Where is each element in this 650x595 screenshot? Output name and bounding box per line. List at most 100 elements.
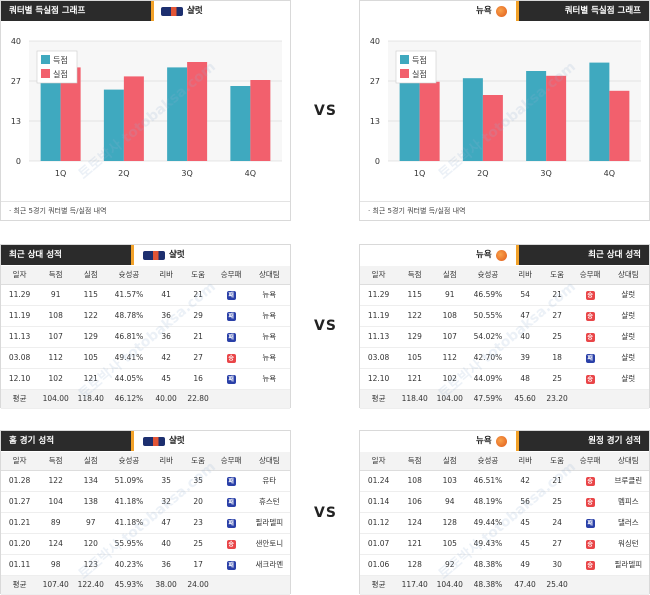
section-header: 원정 경기 성적 xyxy=(519,431,649,451)
column-header: 리바 xyxy=(508,452,542,471)
table-header-row: 일자 득점 실점 슛성공 리바 도움 승무패 상대팀 xyxy=(1,266,290,285)
section-header: 쿼터별 득실점 그래프 xyxy=(1,1,151,21)
table-cell: 41.18% xyxy=(108,512,150,534)
table-cell: 115 xyxy=(73,284,109,306)
table-row: 03.08 105 112 42.70% 39 18 패 샬럿 xyxy=(360,347,649,369)
hornets-logo-icon xyxy=(143,436,165,446)
result-badge: 승 xyxy=(585,476,595,486)
header-accent xyxy=(516,431,519,451)
stats-table: 일자 득점 실점 슛성공 리바 도움 승무패 상대팀 11.29 115 91 46.59% 54 21 승… xyxy=(360,266,649,409)
header-accent xyxy=(131,431,134,451)
result-badge: 패 xyxy=(226,560,236,570)
table-cell: 30 xyxy=(541,554,573,576)
average-cell: 38.00 xyxy=(149,575,183,595)
table-cell: 46.81% xyxy=(108,326,150,348)
table-cell: 01.12 xyxy=(360,512,398,534)
column-header: 도움 xyxy=(541,266,573,285)
table-cell: 뉴욕 xyxy=(248,284,290,306)
table-cell: 17 xyxy=(182,554,214,576)
table-cell: 11.13 xyxy=(1,326,39,348)
average-cell: 104.00 xyxy=(38,389,74,409)
team-name: 뉴욕 xyxy=(476,6,492,16)
table-cell: 128 xyxy=(397,554,433,576)
table-cell: 35 xyxy=(149,470,183,492)
table-cell: 124 xyxy=(38,533,74,555)
result-cell: 패 xyxy=(213,284,249,306)
table-cell: 39 xyxy=(508,347,542,369)
table-cell: 샬럿 xyxy=(607,326,649,348)
average-cell: 107.40 xyxy=(38,575,74,595)
table-cell: 41 xyxy=(149,284,183,306)
table-cell: 01.28 xyxy=(1,470,39,492)
average-cell: 40.00 xyxy=(149,389,183,409)
table-cell: 29 xyxy=(182,305,214,327)
table-cell: 105 xyxy=(432,533,468,555)
result-cell: 패 xyxy=(572,347,608,369)
y-tick-label: 27 xyxy=(11,77,21,86)
result-badge: 패 xyxy=(226,374,236,384)
table-row: 01.06 128 92 48.38% 49 30 승 필라델피 xyxy=(360,554,649,576)
team-tag: 샬럿 xyxy=(143,431,185,451)
table-cell: 47 xyxy=(508,305,542,327)
column-header: 도움 xyxy=(541,452,573,471)
table-cell: 45 xyxy=(149,368,183,390)
table-cell: 47 xyxy=(149,512,183,534)
header-accent xyxy=(516,245,519,265)
column-header: 상대팀 xyxy=(607,452,649,471)
away-panel-right: 원정 경기 성적 뉴욕 일자 득점 실점 슛성공 리바 도움 승무패 상대팀 01.24 108 1… xyxy=(359,430,650,595)
table-cell: 48.19% xyxy=(467,491,509,513)
y-tick-label: 40 xyxy=(11,37,21,46)
table-row: 03.08 112 105 49.41% 42 27 승 뉴욕 xyxy=(1,347,290,369)
table-cell: 필라델피 xyxy=(607,554,649,576)
result-badge: 승 xyxy=(226,539,236,549)
table-cell: 98 xyxy=(38,554,74,576)
bar-scored xyxy=(589,62,610,161)
table-cell: 01.07 xyxy=(360,533,398,555)
table-cell: 122 xyxy=(397,305,433,327)
table-cell: 01.06 xyxy=(360,554,398,576)
column-header: 슛성공 xyxy=(108,452,150,471)
table-row: 11.13 107 129 46.81% 36 21 패 뉴욕 xyxy=(1,326,290,348)
legend-label: 실점 xyxy=(53,69,68,79)
team-tag: 뉴욕 xyxy=(476,431,507,451)
result-badge: 승 xyxy=(585,374,595,384)
table-cell: 35 xyxy=(182,470,214,492)
column-header: 일자 xyxy=(360,452,398,471)
average-cell: 118.40 xyxy=(397,389,433,409)
table-header-row: 일자 득점 실점 슛성공 리바 도움 승무패 상대팀 xyxy=(360,266,649,285)
table-cell: 41.18% xyxy=(108,491,150,513)
table-cell: 129 xyxy=(397,326,433,348)
table-cell: 21 xyxy=(541,284,573,306)
result-cell: 패 xyxy=(213,554,249,576)
result-cell: 패 xyxy=(213,470,249,492)
bar-allowed xyxy=(250,80,271,161)
table-cell: 11.13 xyxy=(360,326,398,348)
average-cell: 23.20 xyxy=(541,389,573,409)
quarter-chart: 0 13 27 40 1Q 2Q 3Q 4Q 득점 실점 xyxy=(1,21,290,193)
table-cell: 유타 xyxy=(248,470,290,492)
result-badge: 승 xyxy=(585,497,595,507)
table-cell: 12.10 xyxy=(1,368,39,390)
team-tag: 뉴욕 xyxy=(476,1,507,21)
column-header: 실점 xyxy=(73,266,109,285)
section-header: 최근 상대 성적 xyxy=(1,245,131,265)
table-cell: 샬럿 xyxy=(607,305,649,327)
average-cell: 22.80 xyxy=(182,389,214,409)
table-cell: 106 xyxy=(397,491,433,513)
table-cell: 01.11 xyxy=(1,554,39,576)
column-header: 일자 xyxy=(1,266,39,285)
result-cell: 승 xyxy=(572,284,608,306)
table-cell: 121 xyxy=(397,533,433,555)
bar-scored xyxy=(399,81,420,161)
result-badge: 승 xyxy=(585,539,595,549)
average-cell: 47.40 xyxy=(508,575,542,595)
table-cell: 45 xyxy=(508,512,542,534)
table-cell: 워싱턴 xyxy=(607,533,649,555)
table-cell: 25 xyxy=(541,491,573,513)
result-cell: 패 xyxy=(213,491,249,513)
table-cell: 멤피스 xyxy=(607,491,649,513)
table-cell: 89 xyxy=(38,512,74,534)
result-badge: 패 xyxy=(226,497,236,507)
bar-allowed xyxy=(546,75,567,161)
table-row: 01.27 104 138 41.18% 32 20 패 휴스턴 xyxy=(1,491,290,513)
